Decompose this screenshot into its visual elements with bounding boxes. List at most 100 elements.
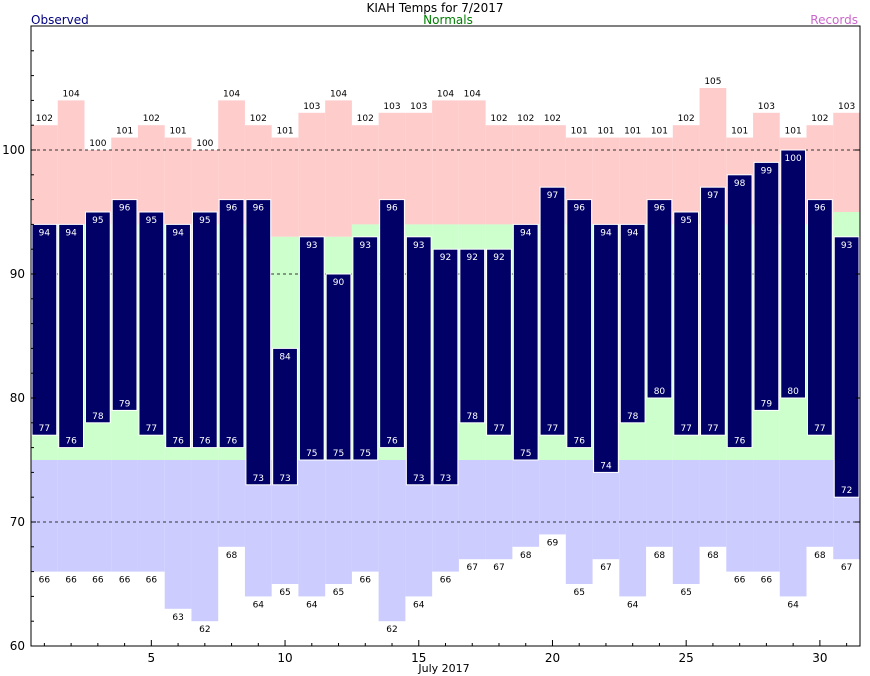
observed-high-label: 96 [654, 204, 666, 214]
record-high-label: 102 [36, 114, 53, 124]
y-tick-label: 60 [10, 639, 25, 653]
record-low-label: 68 [814, 551, 826, 561]
x-axis-label: July 2017 [417, 662, 469, 675]
record-low-band [646, 460, 673, 547]
record-high-band [351, 125, 379, 225]
record-high-band [512, 125, 540, 225]
observed-bar [298, 236, 325, 461]
record-low-label: 66 [146, 576, 158, 586]
observed-high-label: 96 [253, 204, 265, 214]
record-high-label: 100 [196, 139, 213, 149]
record-high-band [592, 137, 620, 225]
chart-title: KIAH Temps for 7/2017 [366, 1, 503, 15]
record-low-label: 66 [92, 576, 104, 586]
observed-low-label: 79 [761, 399, 773, 409]
record-low-label: 66 [761, 576, 773, 586]
observed-low-label: 73 [413, 474, 424, 484]
observed-high-label: 96 [226, 204, 238, 214]
record-low-band [592, 460, 620, 560]
observed-high-label: 90 [333, 278, 345, 288]
record-low-band [351, 460, 379, 572]
record-high-label: 101 [597, 127, 614, 137]
observed-bar [619, 223, 646, 424]
record-high-label: 105 [704, 77, 721, 87]
record-low-label: 65 [680, 588, 691, 598]
record-low-label: 67 [493, 563, 504, 573]
record-low-label: 62 [199, 625, 210, 635]
observed-bar [84, 211, 111, 424]
record-high-band [298, 112, 326, 237]
observed-low-label: 76 [172, 437, 184, 447]
observed-bar [512, 223, 539, 461]
y-tick-label: 100 [2, 143, 25, 157]
observed-bar [352, 236, 379, 461]
record-low-band [753, 460, 780, 572]
record-low-label: 66 [734, 576, 746, 586]
record-high-label: 102 [544, 114, 561, 124]
normals-legend-label: Normals [423, 13, 473, 27]
record-high-label: 103 [838, 102, 855, 112]
record-low-band [57, 460, 85, 572]
record-low-band [779, 460, 807, 597]
record-low-label: 65 [573, 588, 584, 598]
record-low-label: 64 [253, 600, 265, 610]
observed-low-label: 78 [92, 412, 104, 422]
record-high-label: 101 [571, 127, 588, 137]
record-low-label: 63 [172, 613, 183, 623]
observed-low-label: 77 [146, 424, 157, 434]
record-high-band [164, 137, 192, 225]
observed-high-label: 95 [199, 216, 210, 226]
axes-layer: 60 70 80 90 100 5 10 15 20 25 30 [2, 50, 860, 665]
x-tick-label: 20 [545, 651, 560, 665]
x-tick-label: 15 [411, 651, 426, 665]
record-high-band [31, 125, 58, 225]
observed-low-label: 75 [360, 449, 371, 459]
observed-low-label: 77 [493, 424, 504, 434]
observed-high-label: 96 [119, 204, 131, 214]
record-high-label: 103 [303, 102, 320, 112]
record-high-label: 101 [785, 127, 802, 137]
observed-low-label: 80 [654, 387, 666, 397]
observed-low-label: 77 [680, 424, 691, 434]
observed-bar [726, 174, 753, 449]
record-low-label: 65 [333, 588, 344, 598]
observed-bar [325, 273, 352, 461]
observed-high-label: 94 [600, 228, 612, 238]
observed-low-label: 79 [119, 399, 131, 409]
observed-high-label: 94 [172, 228, 184, 238]
observed-high-label: 96 [573, 204, 585, 214]
record-high-band [619, 137, 647, 225]
record-low-band [137, 460, 165, 572]
record-low-band [539, 460, 566, 535]
record-low-label: 67 [841, 563, 852, 573]
record-low-band [31, 460, 58, 572]
record-low-band [699, 460, 727, 547]
observed-bar [807, 199, 833, 436]
record-low-band [218, 460, 245, 547]
y-tick-label: 80 [10, 391, 25, 405]
y-tick-label: 70 [10, 515, 25, 529]
record-low-band [485, 460, 513, 560]
record-high-label: 102 [357, 114, 374, 124]
observed-high-label: 97 [547, 191, 558, 201]
record-high-band [833, 112, 860, 212]
observed-high-label: 92 [440, 253, 451, 263]
observed-high-label: 96 [814, 204, 826, 214]
observed-bar [432, 248, 459, 486]
observed-bar [245, 199, 272, 486]
observed-bar [111, 199, 138, 411]
observed-bar [138, 211, 165, 436]
observed-bar [780, 149, 807, 399]
record-low-band [458, 460, 486, 560]
observed-high-label: 93 [841, 241, 852, 251]
observed-high-label: 94 [39, 228, 51, 238]
record-high-label: 101 [624, 127, 641, 137]
observed-high-label: 100 [785, 154, 802, 164]
observed-bar [165, 223, 191, 449]
observed-high-label: 95 [146, 216, 157, 226]
record-low-label: 64 [413, 600, 425, 610]
observed-low-label: 76 [734, 437, 746, 447]
observed-bar [486, 248, 512, 436]
observed-low-label: 76 [65, 437, 77, 447]
record-low-band [806, 460, 834, 547]
